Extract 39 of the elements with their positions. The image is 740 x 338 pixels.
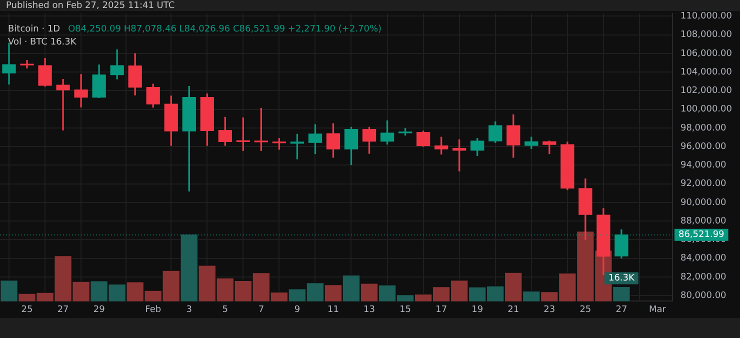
x-tick-label: 11	[328, 304, 339, 315]
x-tick-label: 19	[472, 304, 484, 315]
x-tick-label: 7	[258, 304, 264, 315]
data-label: 16.3K	[608, 274, 636, 284]
x-tick-label: Mar	[648, 304, 666, 315]
x-tick-label: 25	[580, 304, 592, 315]
ref-line-label: 86,521.99	[678, 230, 725, 240]
y-tick-label: 80,000.00	[680, 290, 727, 301]
x-tick-label: 27	[57, 304, 69, 315]
y-tick-label: 96,000.00	[680, 142, 727, 152]
text: O84,250.09 H87,078.46 L84,026.96 C86,521.99 +2,271.90 (+2.70%)	[68, 24, 382, 35]
x-tick-label: 5	[222, 304, 228, 315]
x-tick-label: 17	[436, 304, 448, 315]
x-tick-label: 23	[544, 304, 556, 315]
y-tick-label: 108,000.00	[680, 30, 732, 40]
y-tick-label: 100,000.00	[680, 104, 732, 115]
x-tick-label: 3	[186, 304, 192, 315]
y-tick-label: 106,000.00	[680, 48, 732, 59]
y-tick-label: 98,000.00	[680, 123, 727, 134]
y-tick-label: 102,000.00	[680, 86, 732, 96]
y-tick-label: 90,000.00	[680, 198, 727, 208]
x-tick-label: 29	[93, 304, 106, 315]
x-tick-label: Feb	[145, 304, 162, 315]
x-tick-label: 9	[294, 304, 300, 315]
annotation: Vol · BTC 16.3K	[8, 38, 78, 48]
text: Published on Feb 27, 2025 11:41 UTC	[6, 0, 175, 11]
y-tick-label: 94,000.00	[680, 160, 727, 171]
y-tick-label: 92,000.00	[680, 179, 727, 190]
x-tick-label: 21	[508, 304, 520, 315]
x-tick-label: 27	[616, 304, 628, 315]
y-tick-label: 110,000.00	[680, 12, 732, 22]
y-tick-label: 82,000.00	[680, 272, 727, 282]
y-tick-label: 104,000.00	[680, 67, 732, 78]
x-tick-label: 13	[364, 304, 375, 315]
text: Bitcoin · 1D	[8, 24, 60, 35]
x-tick-label: 25	[21, 304, 33, 315]
x-tick-label: 15	[400, 304, 412, 315]
y-tick-label: 84,000.00	[680, 254, 727, 264]
y-tick-label: 88,000.00	[680, 216, 727, 226]
